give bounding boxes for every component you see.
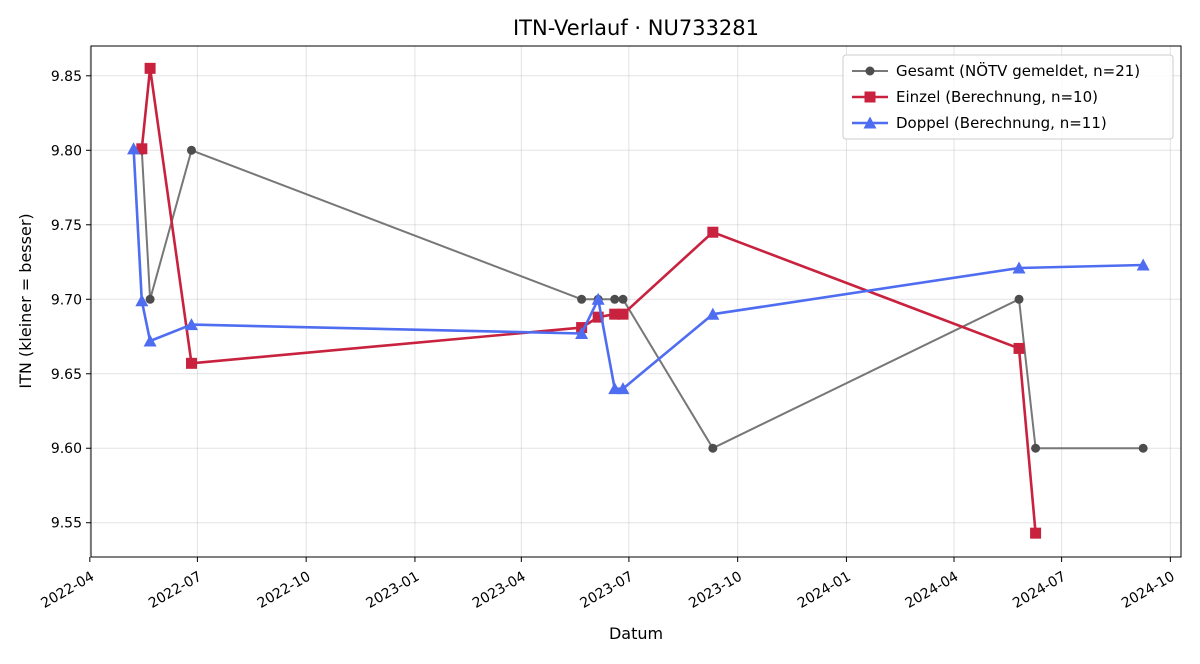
series-layer	[127, 62, 1150, 539]
data-point	[708, 443, 718, 453]
data-point	[706, 307, 720, 320]
legend-item: Einzel (Berechnung, n=10)	[852, 88, 1098, 106]
data-point	[135, 294, 149, 307]
legend: Gesamt (NÖTV gemeldet, n=21) Einzel (Bere…	[842, 54, 1174, 140]
data-point	[1031, 443, 1041, 453]
data-point	[1136, 258, 1150, 271]
x-tick-label: 2023-01	[364, 569, 423, 612]
data-point	[608, 382, 622, 395]
legend-item: Doppel (Berechnung, n=11)	[852, 114, 1107, 132]
data-point	[143, 334, 157, 347]
legend-item: Gesamt (NÖTV gemeldet, n=21)	[852, 61, 1140, 80]
data-point	[1138, 443, 1148, 453]
data-point	[144, 62, 156, 74]
y-tick-label: 9.75	[51, 218, 82, 234]
series-line	[132, 147, 1145, 391]
data-point	[1013, 342, 1025, 354]
y-tick-label: 9.70	[51, 292, 82, 308]
data-point	[575, 327, 589, 340]
data-point	[618, 294, 628, 304]
data-point	[185, 357, 197, 369]
y-tick-label: 9.85	[51, 69, 82, 85]
x-tick-label: 2023-04	[470, 569, 529, 612]
data-point	[1030, 527, 1042, 539]
x-tick-label: 2024-04	[903, 569, 962, 612]
x-tick-label: 2024-10	[1119, 569, 1178, 612]
data-point	[145, 294, 155, 304]
y-tick-label: 9.80	[51, 143, 82, 159]
legend-marker	[865, 66, 875, 76]
x-tick-label: 2024-07	[1010, 569, 1069, 612]
x-tick-label: 2022-07	[146, 569, 205, 612]
data-point	[617, 308, 629, 320]
y-axis-label: ITN (kleiner = besser)	[16, 213, 35, 388]
data-point	[591, 292, 605, 305]
legend-marker	[863, 116, 877, 129]
chart-title: ITN-Verlauf · NU733281	[513, 16, 759, 40]
legend-label: Doppel (Berechnung, n=11)	[896, 114, 1107, 132]
data-point	[186, 145, 196, 155]
y-tick-label: 9.60	[51, 441, 82, 457]
data-point	[577, 294, 587, 304]
y-tick-label: 9.55	[51, 516, 82, 532]
legend-marker	[864, 91, 876, 103]
y-tick-label: 9.65	[51, 367, 82, 383]
series-triangle	[127, 142, 1150, 395]
data-point	[610, 294, 620, 304]
data-point	[184, 318, 198, 331]
x-tick-label: 2023-07	[577, 569, 636, 612]
x-tick-label: 2023-10	[686, 569, 745, 612]
data-point	[1012, 261, 1026, 274]
x-tick-label: 2022-04	[38, 569, 97, 612]
legend-label: Gesamt (NÖTV gemeldet, n=21)	[896, 61, 1140, 80]
data-point	[1014, 294, 1024, 304]
data-point	[707, 226, 719, 238]
legend-label: Einzel (Berechnung, n=10)	[896, 88, 1098, 106]
data-point	[127, 142, 141, 155]
data-point	[616, 382, 630, 395]
x-tick-label: 2024-01	[795, 569, 854, 612]
x-axis-label: Datum	[609, 624, 663, 643]
x-tick-label: 2022-10	[255, 569, 314, 612]
data-point	[136, 143, 148, 155]
data-point	[592, 311, 604, 323]
legend-frame	[842, 54, 1174, 140]
data-point	[609, 308, 621, 320]
plot-frame	[90, 45, 1182, 558]
